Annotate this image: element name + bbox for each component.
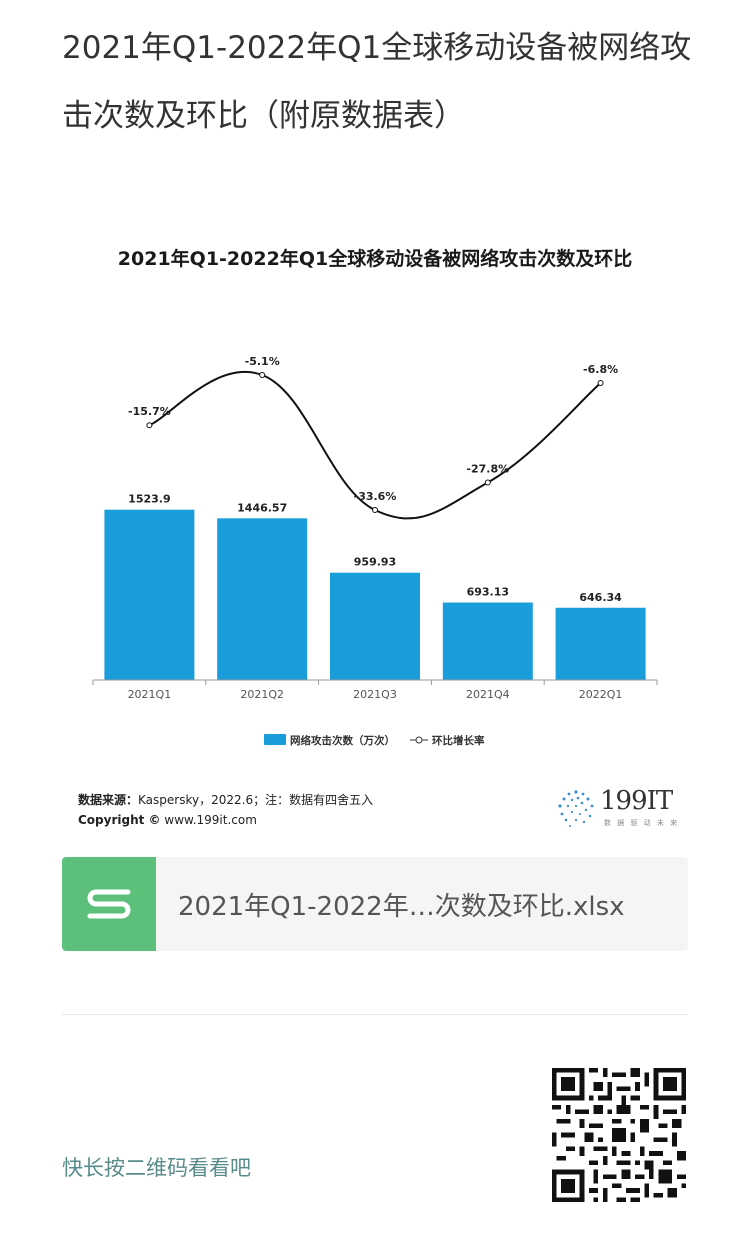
legend-line-marker [415,736,423,744]
x-axis: 2021Q1 2021Q2 2021Q3 2021Q4 2022Q1 [92,679,658,701]
chart-legend: 网络攻击次数（万次） 环比增长率 [264,734,485,747]
brand-tagline: 数 据 驱 动 未 来 [604,819,680,827]
source-label: 数据来源： [78,793,139,807]
x-tick-label: 2021Q3 [353,688,397,701]
chart-canvas: 2021年Q1-2022年Q1全球移动设备被网络攻击次数及环比 1523.9 14… [92,247,658,747]
brand-dots-icon [558,790,594,827]
line-value-label: -27.8% [466,463,509,476]
copyright-label: Copyright © [78,813,161,827]
brand-logo: 199IT 数 据 驱 动 未 来 [552,786,682,830]
chart: 2021年Q1-2022年Q1全球移动设备被网络攻击次数及环比 1523.9 14… [0,220,750,840]
bar-2021Q1 [104,509,195,680]
line-value-label: -6.8% [583,363,618,376]
line-point [597,380,604,387]
line-point [259,372,266,378]
divider [62,1014,688,1015]
growth-rate-line [148,370,602,520]
chart-title: 2021年Q1-2022年Q1全球移动设备被网络攻击次数及环比 [118,247,632,270]
bar-value-label: 1446.57 [237,501,287,514]
line-value-label: -15.7% [128,405,171,418]
attachment-card[interactable]: 2021年Q1-2022年…次数及环比.xlsx [62,857,688,951]
x-tick-label: 2021Q4 [466,688,510,701]
qr-hint-text: 快长按二维码看看吧 [62,1156,251,1180]
legend-bar-swatch [264,734,286,745]
legend-bar-label: 网络攻击次数（万次） [290,734,395,747]
line-point [484,479,491,486]
bar-value-label: 1523.9 [128,493,170,506]
page-title: 2021年Q1-2022年Q1全球移动设备被网络攻击次数及环比（附原数据表） [62,30,692,134]
x-tick-label: 2022Q1 [579,688,623,701]
line-point [146,422,153,429]
line-series: -15.7% -5.1% -33.6% -27.8% -6.8% [128,355,618,520]
legend-line-label: 环比增长率 [432,734,485,747]
attachment-file-name: 2021年Q1-2022年…次数及环比.xlsx [178,891,625,922]
bar-2021Q2 [217,518,308,680]
line-value-label: -5.1% [245,355,280,368]
x-tick-label: 2021Q2 [240,688,284,701]
qr-code-icon[interactable] [552,1068,686,1202]
brand-name: 199IT [600,786,673,816]
bar-series: 1523.9 1446.57 959.93 693.13 646.34 [104,493,646,680]
source-text: Kaspersky，2022.6；注：数据有四舍五入 [138,793,374,807]
x-tick-label: 2021Q1 [128,688,172,701]
source-note: 数据来源：Kaspersky，2022.6；注：数据有四舍五入 Copyrigh… [78,790,373,830]
line-point [372,507,378,513]
bar-value-label: 959.93 [354,556,396,569]
bar-value-label: 646.34 [579,591,622,604]
spreadsheet-s-icon [62,857,156,951]
bar-value-label: 693.13 [467,586,509,599]
copyright-url: www.199it.com [164,813,257,827]
bar-2021Q4 [442,602,533,680]
line-value-label: -33.6% [354,490,397,503]
bar-2022Q1 [555,607,646,680]
bar-2021Q3 [330,572,420,680]
